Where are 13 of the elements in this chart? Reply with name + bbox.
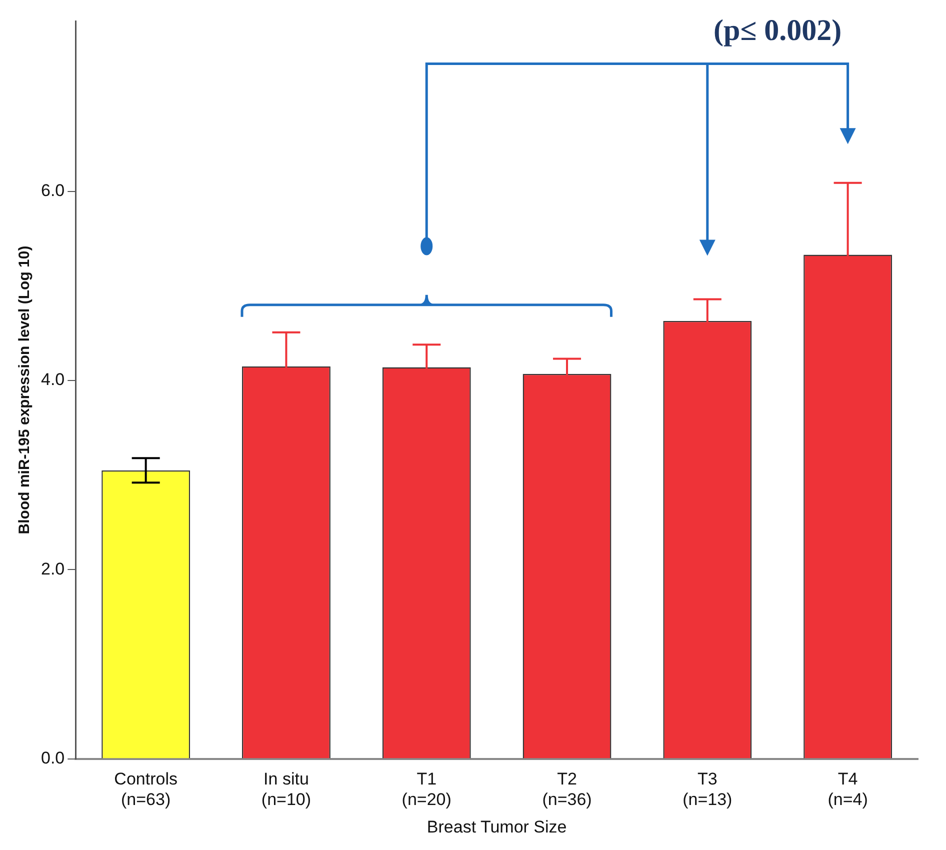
y-axis-title: Blood miR-195 expression level (Log 10)	[16, 246, 34, 534]
x-tick-label: T1 (n=20)	[402, 770, 452, 810]
y-tick-label: 0.0	[40, 748, 65, 768]
y-tick-label: 2.0	[40, 559, 65, 578]
x-axis-title: Breast Tumor Size	[426, 817, 567, 836]
y-tick-label: 6.0	[40, 181, 65, 200]
x-tick-label: T3 (n=13)	[682, 770, 732, 810]
x-tick-label: Controls (n=63)	[114, 770, 178, 810]
y-tick-label: 4.0	[40, 370, 65, 390]
x-tick-label: T2 (n=36)	[542, 770, 592, 810]
x-tick-label: T4 (n=4)	[828, 770, 868, 810]
annotation: (p≤ 0.002)	[712, 14, 843, 48]
x-tick-label: In situ (n=10)	[261, 770, 312, 810]
